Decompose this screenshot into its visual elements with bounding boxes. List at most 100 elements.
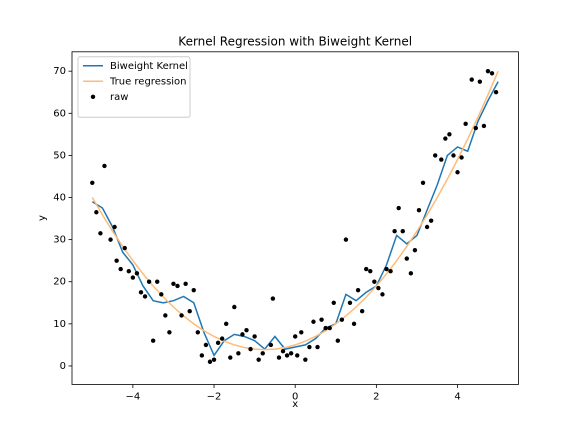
raw-point xyxy=(155,279,160,284)
raw-point xyxy=(118,266,123,272)
raw-point xyxy=(284,353,290,358)
raw-point xyxy=(293,334,298,339)
raw-point xyxy=(195,330,201,335)
y-tick-label: 20 xyxy=(53,277,66,288)
raw-point xyxy=(98,231,103,236)
raw-point xyxy=(359,309,365,314)
raw-point xyxy=(228,355,233,360)
raw-point xyxy=(134,271,140,276)
raw-point xyxy=(443,136,448,141)
y-axis-label: y xyxy=(37,215,48,221)
raw-point xyxy=(203,342,209,348)
raw-point xyxy=(142,294,148,299)
raw-point xyxy=(485,68,491,74)
raw-point xyxy=(232,304,237,310)
raw-point xyxy=(376,285,381,291)
raw-point xyxy=(167,330,172,335)
raw-point xyxy=(428,218,434,223)
raw-point xyxy=(270,296,276,301)
raw-point xyxy=(112,224,117,230)
raw-point xyxy=(447,132,452,137)
raw-point xyxy=(327,325,332,331)
raw-point xyxy=(224,321,229,327)
raw-point xyxy=(268,342,274,348)
raw-point xyxy=(288,351,294,356)
raw-point xyxy=(400,229,405,234)
series-line xyxy=(91,81,499,357)
raw-point xyxy=(207,359,213,364)
raw-point xyxy=(130,275,136,280)
raw-point xyxy=(171,281,176,287)
raw-point xyxy=(335,338,341,343)
raw-point xyxy=(175,283,180,289)
y-tick-label: 40 xyxy=(53,193,66,204)
raw-point xyxy=(122,245,127,251)
raw-point xyxy=(276,355,282,360)
raw-point xyxy=(368,269,373,274)
raw-point xyxy=(138,290,144,295)
raw-point xyxy=(150,338,156,343)
raw-point xyxy=(311,319,316,324)
raw-point xyxy=(211,357,217,362)
raw-point xyxy=(323,325,328,331)
raw-point xyxy=(159,292,164,297)
raw-point xyxy=(215,340,221,346)
y-tick-label: 70 xyxy=(53,66,66,77)
raw-point xyxy=(388,269,393,274)
raw-point xyxy=(146,279,152,284)
raw-point xyxy=(424,224,430,230)
chart-title: Kernel Regression with Biweight Kernel xyxy=(178,35,412,49)
raw-point xyxy=(372,279,377,284)
y-tick-label: 60 xyxy=(53,108,66,119)
raw-point xyxy=(187,309,192,314)
raw-point xyxy=(473,125,478,131)
raw-point xyxy=(179,313,184,318)
raw-point xyxy=(102,163,107,169)
raw-point xyxy=(343,237,349,242)
raw-point xyxy=(477,79,483,84)
raw-point xyxy=(114,258,119,263)
raw-point xyxy=(433,153,438,158)
raw-point xyxy=(303,357,308,362)
raw-point xyxy=(219,336,225,341)
x-tick-label: −2 xyxy=(207,392,222,403)
raw-point xyxy=(420,180,426,185)
raw-point xyxy=(493,90,499,95)
raw-point xyxy=(90,180,95,185)
raw-point xyxy=(108,237,113,242)
raw-point xyxy=(183,281,188,287)
raw-point xyxy=(408,271,414,276)
raw-point xyxy=(481,123,487,129)
raw-point xyxy=(126,269,132,274)
raw-point xyxy=(248,346,253,352)
raw-point xyxy=(351,321,357,327)
raw-point xyxy=(252,334,257,339)
raw-point xyxy=(412,247,418,253)
raw-point xyxy=(299,330,304,335)
raw-point xyxy=(339,317,345,322)
x-axis-label: x xyxy=(292,399,298,410)
y-tick-label: 0 xyxy=(60,361,66,372)
raw-point xyxy=(469,77,474,82)
legend-label: Biweight Kernel xyxy=(110,61,188,72)
raw-point xyxy=(455,170,460,175)
raw-point xyxy=(244,327,249,333)
y-tick-label: 10 xyxy=(53,319,66,330)
raw-point xyxy=(236,351,241,356)
x-tick-label: 2 xyxy=(373,392,379,403)
raw-point xyxy=(380,292,385,297)
raw-point xyxy=(319,317,324,322)
raw-point xyxy=(463,121,468,127)
raw-point xyxy=(459,155,464,160)
raw-point xyxy=(384,266,389,272)
raw-point xyxy=(392,229,397,234)
raw-point xyxy=(256,357,261,362)
raw-point xyxy=(240,332,245,337)
raw-point xyxy=(94,210,99,215)
legend-box xyxy=(77,56,191,118)
raw-point xyxy=(280,349,286,354)
plot-frame xyxy=(71,51,519,385)
x-tick-label: −4 xyxy=(125,392,140,403)
raw-point xyxy=(489,71,495,76)
